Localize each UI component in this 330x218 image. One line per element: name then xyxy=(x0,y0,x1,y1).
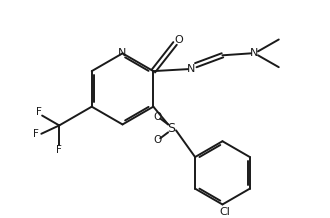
Text: N: N xyxy=(118,48,127,58)
Text: N: N xyxy=(187,64,195,74)
Text: O: O xyxy=(153,112,161,122)
Text: N: N xyxy=(250,48,258,58)
Text: S: S xyxy=(167,122,175,135)
Text: O: O xyxy=(175,34,183,44)
Text: Cl: Cl xyxy=(219,207,230,217)
Text: F: F xyxy=(56,145,62,155)
Text: O: O xyxy=(153,135,161,145)
Text: F: F xyxy=(36,107,42,117)
Text: F: F xyxy=(33,129,39,139)
